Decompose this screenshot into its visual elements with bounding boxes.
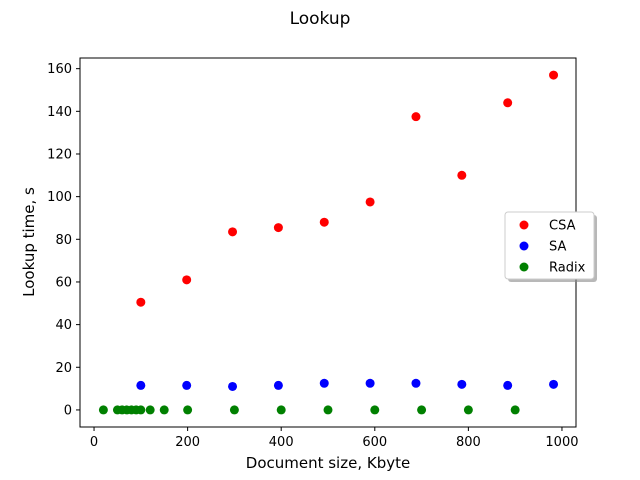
y-tick-label: 0: [64, 403, 72, 418]
csa-point: [503, 98, 513, 108]
csa-point: [319, 217, 329, 227]
sa-point: [319, 378, 329, 388]
legend-box: [504, 211, 595, 280]
legend-marker-radix: [519, 262, 529, 272]
legend-label-sa: SA: [549, 240, 566, 255]
x-tick-label: 200: [175, 435, 200, 450]
csa-point: [457, 170, 467, 180]
radix-point: [159, 405, 169, 415]
sa-point: [365, 378, 375, 388]
sa-point: [228, 381, 238, 391]
csa-point: [365, 197, 375, 207]
legend-marker-csa: [519, 220, 529, 230]
x-tick-label: 600: [362, 435, 387, 450]
legend-marker-sa: [519, 241, 529, 251]
y-axis-label: Lookup time, s: [20, 187, 38, 297]
sa-point: [503, 380, 513, 390]
x-tick-label: 0: [90, 435, 98, 450]
radix-point: [183, 405, 193, 415]
y-tick-label: 60: [55, 275, 72, 290]
y-tick-label: 100: [47, 190, 72, 205]
legend-label-radix: Radix: [549, 261, 586, 276]
x-tick-label: 400: [269, 435, 294, 450]
y-tick-label: 120: [47, 147, 72, 162]
radix-point: [145, 405, 155, 415]
x-tick-label: 800: [456, 435, 481, 450]
sa-point: [136, 380, 146, 390]
csa-point: [411, 112, 421, 122]
radix-point: [510, 405, 520, 415]
chart-title: Lookup: [290, 9, 351, 29]
radix-point: [229, 405, 239, 415]
y-tick-label: 80: [55, 233, 72, 248]
y-tick-label: 140: [47, 105, 72, 120]
radix-point: [370, 405, 380, 415]
x-axis-label: Document size, Kbyte: [246, 454, 410, 472]
y-tick-label: 40: [55, 318, 72, 333]
sa-point: [273, 380, 283, 390]
csa-point: [549, 70, 559, 80]
csa-point: [182, 275, 192, 285]
legend-label-csa: CSA: [549, 219, 576, 234]
radix-point: [98, 405, 108, 415]
sa-point: [182, 380, 192, 390]
y-tick-label: 20: [55, 361, 72, 376]
csa-point: [136, 297, 146, 307]
legend: CSA SA Radix: [504, 211, 597, 282]
radix-point: [323, 405, 333, 415]
sa-point: [457, 379, 467, 389]
y-axis: 0 20 40 60 80 100 120 140 160: [47, 62, 80, 418]
sa-point: [411, 378, 421, 388]
plot-area-frame: [79, 57, 577, 428]
x-axis: 0 200 400 600 800 1000: [90, 427, 579, 450]
data-points: [98, 70, 559, 415]
csa-point: [273, 223, 283, 233]
radix-point: [276, 405, 286, 415]
y-tick-label: 160: [47, 62, 72, 77]
radix-point: [136, 405, 146, 415]
x-tick-label: 1000: [545, 435, 578, 450]
sa-point: [549, 379, 559, 389]
csa-point: [228, 227, 238, 237]
radix-point: [417, 405, 427, 415]
radix-point: [463, 405, 473, 415]
